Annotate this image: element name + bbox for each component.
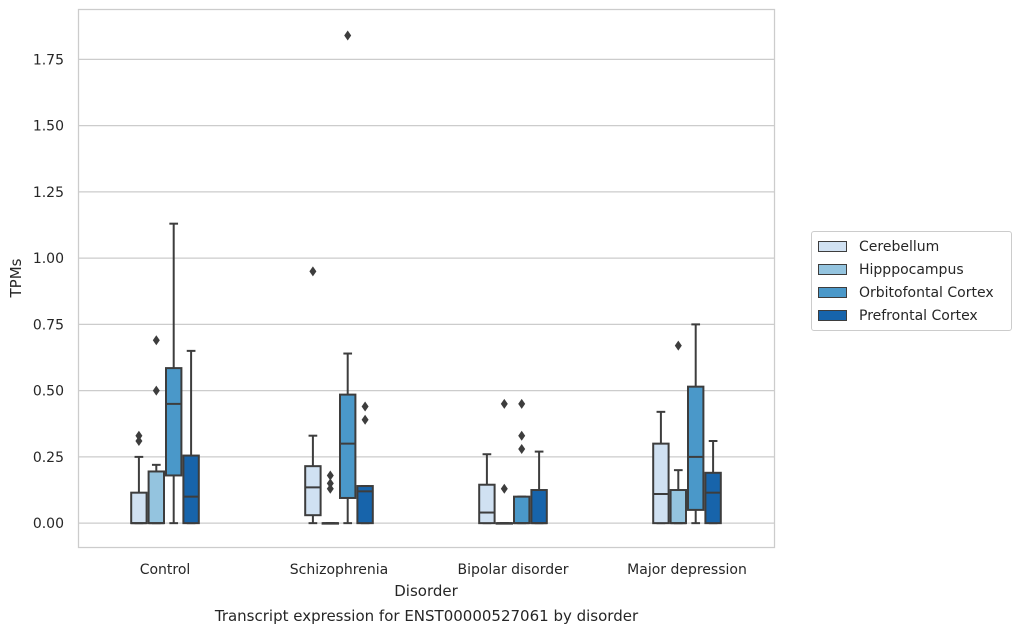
y-tick-label: 0.00	[33, 516, 64, 532]
box-prefrontal-cortex	[182, 349, 200, 525]
y-tick-label: 1.75	[33, 52, 64, 68]
legend: Cerebellum Hipppocampus Orbitofontal Corte…	[811, 231, 1012, 331]
legend-item: Hipppocampus	[818, 258, 1011, 281]
figure-caption: Transcript expression for ENST0000052706…	[214, 607, 639, 625]
outlier-point	[518, 430, 526, 441]
outlier-point	[518, 443, 526, 454]
box-prefrontal-cortex	[704, 439, 722, 525]
iqr-box	[304, 465, 322, 517]
y-tick-label: 1.25	[33, 185, 64, 201]
outlier-point	[344, 30, 352, 41]
outlier-point	[500, 483, 508, 494]
box-hipppocampus	[321, 470, 340, 525]
x-tick-label: Major depression	[627, 562, 747, 578]
iqr-box	[356, 485, 374, 525]
outlier-point	[152, 335, 160, 346]
y-axis-label: TPMs	[7, 258, 25, 298]
iqr-box	[147, 470, 166, 525]
boxes	[130, 30, 722, 525]
x-axis-label: Disorder	[394, 582, 458, 600]
box-prefrontal-cortex	[356, 401, 374, 525]
iqr-box	[130, 491, 148, 525]
box-orbitofontal-cortex	[687, 323, 705, 525]
outlier-point	[500, 398, 508, 409]
x-tick-label: Control	[140, 562, 191, 578]
y-tick-label: 0.25	[33, 450, 64, 466]
outlier-point	[518, 398, 526, 409]
iqr-box	[182, 454, 200, 525]
outlier-point	[152, 385, 160, 396]
legend-label: Orbitofontal Cortex	[859, 284, 994, 301]
iqr-box	[339, 393, 357, 499]
legend-label: Hipppocampus	[859, 261, 964, 278]
y-tick-label: 0.75	[33, 317, 64, 333]
box-orbitofontal-cortex	[339, 30, 357, 525]
legend-item: Orbitofontal Cortex	[818, 281, 1011, 304]
iqr-box	[669, 489, 687, 525]
box-orbitofontal-cortex	[513, 398, 531, 525]
legend-swatch	[818, 287, 847, 298]
iqr-box	[165, 367, 183, 477]
legend-item: Cerebellum	[818, 235, 1011, 258]
legend-label: Cerebellum	[859, 238, 940, 255]
outlier-point	[326, 483, 334, 494]
y-tick-label: 1.00	[33, 251, 64, 267]
box-cerebellum	[304, 266, 322, 525]
plot-frame	[77, 8, 776, 549]
box-orbitofontal-cortex	[165, 222, 183, 525]
box-hipppocampus	[669, 340, 687, 525]
y-tick-labels: 0.00 0.25 0.50 0.75 1.00 1.25 1.50 1.75	[33, 52, 64, 532]
outlier-point	[326, 470, 334, 481]
x-tick-label: Schizophrenia	[290, 562, 388, 578]
box-hipppocampus	[495, 398, 514, 525]
box-cerebellum	[652, 410, 670, 525]
legend-item: Prefrontal Cortex	[818, 304, 1011, 327]
legend-swatch	[818, 264, 847, 275]
box-hipppocampus	[147, 335, 166, 525]
outlier-point	[326, 478, 334, 489]
iqr-box	[530, 489, 548, 525]
box-cerebellum	[478, 453, 496, 525]
outlier-point	[309, 266, 317, 277]
iqr-box	[704, 471, 722, 525]
box-prefrontal-cortex	[530, 450, 548, 525]
y-tick-label: 0.50	[33, 384, 64, 400]
iqr-box	[687, 385, 705, 511]
outlier-point	[135, 435, 143, 446]
outlier-point	[674, 340, 682, 351]
iqr-box	[478, 483, 496, 525]
x-tick-labels: Control Schizophrenia Bipolar disorder Majo…	[140, 562, 747, 578]
x-tick-label: Bipolar disorder	[457, 562, 568, 578]
iqr-box	[652, 442, 670, 525]
iqr-box	[513, 495, 531, 525]
box-cerebellum	[130, 430, 148, 525]
legend-label: Prefrontal Cortex	[859, 307, 978, 324]
outlier-point	[361, 414, 369, 425]
outlier-point	[361, 401, 369, 412]
y-tick-label: 1.50	[33, 119, 64, 135]
legend-swatch	[818, 241, 847, 252]
legend-swatch	[818, 310, 847, 321]
outlier-point	[135, 430, 143, 441]
